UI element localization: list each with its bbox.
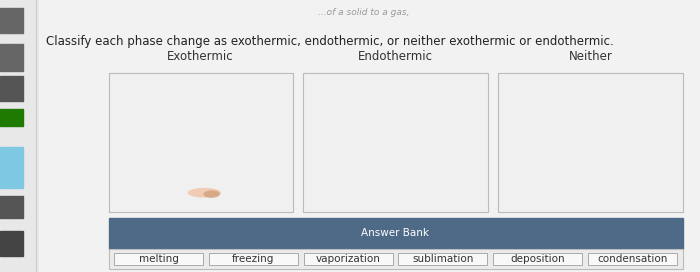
Text: Classify each phase change as exothermic, endothermic, or neither exothermic or : Classify each phase change as exothermic… [46,35,613,48]
Text: Endothermic: Endothermic [358,50,433,63]
Text: deposition: deposition [510,254,565,264]
FancyBboxPatch shape [114,253,203,265]
Bar [0,231,23,256]
Bar [0,147,23,188]
FancyBboxPatch shape [398,253,487,265]
Bar [108,249,682,269]
FancyBboxPatch shape [498,73,682,212]
Bar [0,76,23,101]
Text: ...of a solid to a gas,: ...of a solid to a gas, [318,8,409,17]
Text: Exothermic: Exothermic [167,50,234,63]
Text: vaporization: vaporization [316,254,381,264]
Text: melting: melting [139,254,178,264]
Ellipse shape [188,188,221,197]
FancyBboxPatch shape [304,253,393,265]
Bar [0,44,23,71]
Bar [0,109,23,126]
Bar [0,8,23,33]
Text: sublimation: sublimation [412,254,474,264]
Text: condensation: condensation [597,254,668,264]
Text: freezing: freezing [232,254,274,264]
Text: Neither: Neither [568,50,612,63]
FancyBboxPatch shape [588,253,677,265]
FancyBboxPatch shape [108,73,293,212]
Text: Answer Bank: Answer Bank [361,228,430,238]
FancyBboxPatch shape [209,253,298,265]
FancyBboxPatch shape [303,73,488,212]
Ellipse shape [204,190,220,198]
Bar [108,218,682,249]
FancyBboxPatch shape [493,253,582,265]
Bar [0,196,23,218]
